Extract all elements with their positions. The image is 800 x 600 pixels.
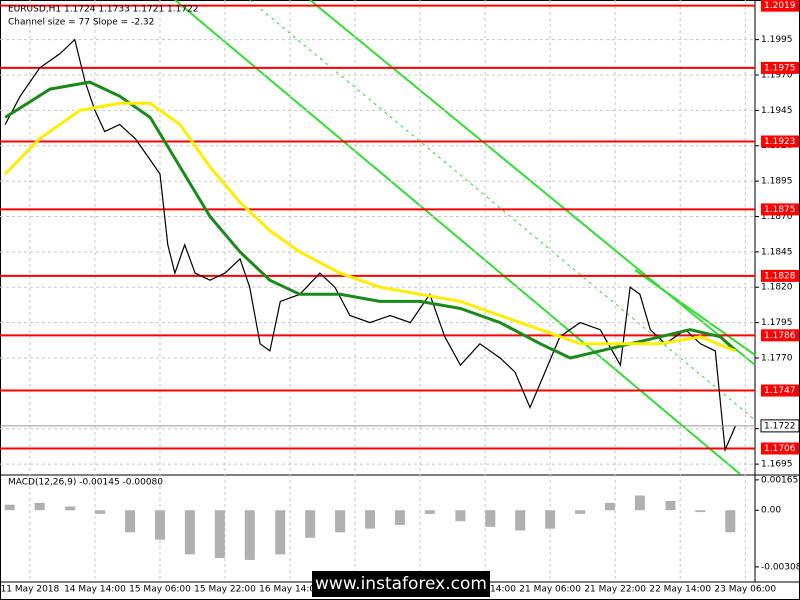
- macd-bar: [424, 510, 435, 514]
- level-tag: [761, 269, 799, 282]
- level-tag: [761, 384, 799, 397]
- macd-bar: [95, 510, 106, 514]
- current-price-label: 1.1722: [764, 421, 796, 431]
- macd-bar: [125, 510, 136, 533]
- macd-bar: [515, 510, 526, 531]
- y-tick-label: 0.00: [761, 506, 781, 516]
- macd-bar: [394, 510, 405, 525]
- macd-bar: [184, 510, 195, 555]
- x-tick-label: 21 May 22:00: [584, 585, 646, 595]
- macd-bar: [485, 510, 496, 527]
- macd-bar: [154, 510, 165, 540]
- x-tick-label: 23 May 06:00: [714, 585, 776, 595]
- macd-bar: [604, 502, 615, 511]
- price-line: [4, 80, 737, 360]
- watermark-box: [312, 571, 490, 597]
- macd-bar: [34, 502, 45, 511]
- level-label: 1.1786: [764, 331, 796, 341]
- channel-line: [174, 0, 741, 475]
- level-label: 1.2019: [764, 1, 796, 11]
- macd-bar: [4, 504, 15, 511]
- level-label: 1.1747: [764, 386, 796, 396]
- x-tick-label: 22 May 14:00: [649, 585, 711, 595]
- macd-bar: [725, 510, 736, 533]
- macd-bar: [665, 501, 676, 511]
- macd-bar: [455, 510, 466, 522]
- current-price-tag: [760, 419, 800, 433]
- channel-line: [309, 0, 756, 366]
- x-tick-label: 21 May 06:00: [519, 585, 581, 595]
- y-tick-label: 1.1970: [761, 70, 793, 80]
- x-tick-label: 11 May 2018: [1, 585, 60, 595]
- y-tick-label: 1.1695: [761, 460, 793, 470]
- macd-bar: [244, 510, 255, 560]
- y-tick-label: 0.00165: [761, 475, 798, 485]
- level-label: 1.1975: [764, 63, 796, 73]
- watermark: www.instaforex.com: [315, 574, 487, 594]
- y-tick-label: 1.1795: [761, 318, 793, 328]
- level-tag: [761, 135, 799, 148]
- x-tick-label: 16 May 14:00: [259, 585, 321, 595]
- chart-subtitle: Channel size = 77 Slope = -2.32: [8, 18, 154, 28]
- macd-bar: [214, 510, 225, 559]
- x-tick-label: 14 May 14:00: [64, 585, 126, 595]
- level-label: 1.1875: [764, 205, 796, 215]
- macd-bar: [634, 495, 645, 511]
- macd-bar: [65, 506, 76, 511]
- price-line: [4, 101, 737, 353]
- macd-title: MACD(12,26,9) -0.00145 -0.00080: [8, 478, 163, 488]
- y-tick-label: -0.00308: [761, 562, 800, 572]
- level-label: 1.1706: [764, 444, 796, 454]
- macd-bar: [545, 510, 556, 529]
- level-tag: [761, 61, 799, 74]
- channel-line: [634, 269, 756, 356]
- level-tag: [761, 442, 799, 455]
- x-tick-label: 15 May 06:00: [129, 585, 191, 595]
- macd-bar: [305, 510, 316, 538]
- level-tag: [761, 0, 799, 12]
- y-tick-label: 1.1820: [761, 283, 793, 293]
- macd-bar: [365, 510, 376, 529]
- macd-bar: [275, 510, 286, 555]
- y-tick-label: 1.1870: [761, 212, 793, 222]
- level-tag: [761, 329, 799, 342]
- y-tick-label: 1.1770: [761, 353, 793, 363]
- level-label: 1.1828: [764, 271, 796, 281]
- y-tick-label: 1.1845: [761, 247, 793, 257]
- channel-mid: [249, 0, 756, 421]
- y-tick-label: 1.1945: [761, 106, 793, 116]
- x-tick-label: 15 May 22:00: [194, 585, 256, 595]
- level-tag: [761, 203, 799, 216]
- macd-bar: [695, 510, 706, 513]
- channel: [174, 0, 756, 475]
- level-label: 1.1923: [764, 137, 796, 147]
- price-line: [4, 38, 737, 453]
- chart-title: EURUSD,H1 1.1724 1.1733 1.1721 1.1722: [8, 5, 199, 15]
- macd-bar: [575, 510, 586, 514]
- y-tick-label: 1.1895: [761, 177, 793, 187]
- macd-bar: [335, 510, 346, 533]
- y-tick-label: 1.1995: [761, 35, 793, 45]
